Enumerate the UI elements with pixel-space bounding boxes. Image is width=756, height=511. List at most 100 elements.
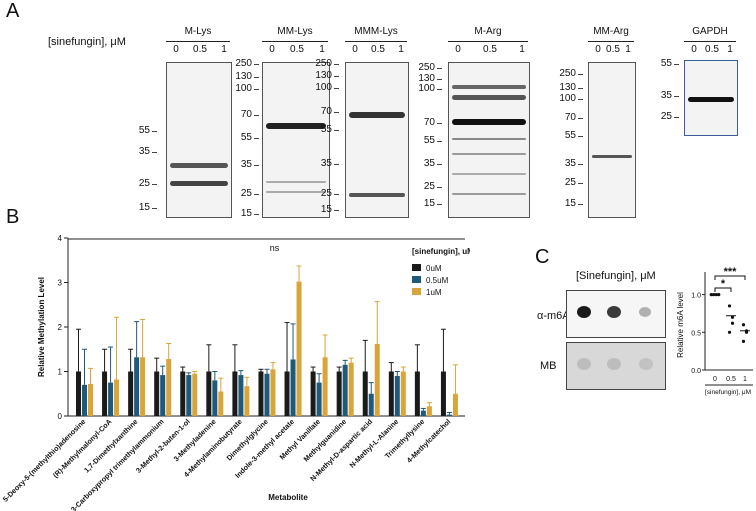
blot-title-underline-mmm-lys (345, 41, 407, 42)
band-m-lys-1 (170, 181, 228, 186)
mw-tick-mm-arg-130 (578, 88, 583, 89)
mw-marker-m-arg-100: 100 (418, 83, 435, 94)
band-mm-lys-1 (266, 181, 326, 183)
mw-marker-mmm-lys-130: 130 (315, 70, 332, 81)
mw-tick-gapdh-55 (674, 64, 679, 65)
c-y-axis-label: Relative m6A level (676, 292, 685, 358)
band-m-arg-4 (452, 153, 526, 155)
band-m-arg-3 (452, 138, 526, 140)
blot-title-mm-arg: MM-Arg (593, 26, 629, 37)
bar-1-1 (108, 382, 114, 416)
dot-mb-lane-0-5 (607, 358, 621, 370)
blot-title-m-lys: M-Lys (184, 26, 212, 37)
legend-title: [sinefungin], uM (412, 247, 470, 256)
bar-1-9 (316, 382, 322, 416)
mw-tick-m-lys-55 (152, 131, 157, 132)
dot-blot-row-label-mb: MB (540, 360, 557, 372)
mw-marker-m-arg-70: 70 (423, 117, 435, 128)
bar-0-10 (336, 371, 342, 416)
band-m-arg-1 (452, 95, 526, 100)
c-point-2-3 (744, 330, 749, 334)
bar-1-11 (368, 393, 374, 416)
dot-mb-lane-0 (577, 358, 591, 370)
bar-1-13 (420, 410, 426, 416)
legend-swatch-1 (412, 276, 421, 283)
mw-marker-mmm-lys-100: 100 (315, 82, 332, 93)
band-mm-arg-0 (592, 155, 632, 158)
mw-tick-m-arg-250 (437, 68, 442, 69)
band-mm-lys-0 (266, 123, 326, 129)
mw-marker-m-arg-250: 250 (418, 62, 435, 73)
mw-marker-mm-lys-100: 100 (235, 83, 252, 94)
mw-marker-mm-lys-15: 15 (240, 208, 252, 219)
mw-marker-m-arg-15: 15 (423, 198, 435, 209)
c-point-1-1 (730, 321, 735, 325)
blot-lane-label-m-arg-0: 0 (455, 44, 461, 55)
blot-image-m-lys (166, 62, 232, 218)
bar-1-14 (446, 414, 452, 416)
panel-c-treatment-label: [Sinefungin], μM (576, 270, 656, 282)
panel-c-letter: C (535, 246, 550, 268)
band-m-arg-2 (452, 119, 526, 125)
mw-tick-mm-lys-15 (254, 214, 259, 215)
c-point-1-3 (730, 315, 735, 319)
x-axis-label: Metabolite (268, 493, 308, 502)
mw-tick-m-arg-100 (437, 89, 442, 90)
legend-label-0: 0uM (426, 264, 442, 273)
mw-tick-m-arg-70 (437, 123, 442, 124)
blot-lane-label-mmm-lys-0: 0 (352, 44, 358, 55)
panel-b-letter: B (6, 206, 20, 228)
mw-marker-mm-lys-25: 25 (240, 188, 252, 199)
significance-ns-label: ns (270, 243, 280, 253)
mw-marker-m-lys-15: 15 (138, 202, 150, 213)
c-sig-bracket-1 (714, 275, 746, 280)
mw-tick-mmm-lys-130 (334, 76, 339, 77)
bar-0-2 (128, 371, 134, 416)
bar-0-13 (414, 371, 420, 416)
mw-tick-gapdh-35 (674, 96, 679, 97)
blot-image-mmm-lys (345, 62, 409, 218)
band-mmm-lys-1 (349, 193, 405, 197)
bar-0-4 (180, 371, 186, 416)
mw-tick-mmm-lys-25 (334, 194, 339, 195)
dot-blot-mb (566, 342, 666, 390)
bar-1-2 (134, 357, 140, 416)
bar-0-3 (154, 371, 160, 416)
mw-tick-gapdh-25 (674, 117, 679, 118)
c-point-2-0 (741, 323, 746, 327)
blot-title-underline-m-lys (166, 41, 230, 42)
mw-tick-mm-arg-70 (578, 118, 583, 119)
bar-2-13 (426, 406, 432, 416)
blot-lane-label-mmm-lys-2: 1 (398, 44, 404, 55)
bar-0-0 (76, 371, 81, 416)
c-point-2-2 (741, 339, 746, 343)
y-tick-label-4: 4 (58, 234, 63, 243)
dot-mb-lane-1 (639, 358, 653, 370)
bar-0-6 (232, 371, 238, 416)
bar-1-7 (264, 373, 270, 416)
mw-tick-mmm-lys-100 (334, 88, 339, 89)
mw-tick-mm-arg-100 (578, 99, 583, 100)
mw-tick-mm-lys-25 (254, 194, 259, 195)
x-category-label-3: 3-Carboxypropyl trimethylammonium (69, 417, 166, 511)
y-tick-label-1: 1 (58, 368, 63, 377)
mw-marker-mm-arg-70: 70 (564, 112, 576, 123)
legend-label-2: 1uM (426, 288, 442, 297)
c-x-axis-label: [sinefungin], μM (705, 389, 751, 396)
mw-marker-m-arg-130: 130 (418, 73, 435, 84)
blot-lane-label-gapdh-0: 0 (691, 44, 697, 55)
dot-m6a-lane-0-5 (607, 306, 621, 318)
mw-tick-mm-arg-250 (578, 74, 583, 75)
mw-marker-mmm-lys-55: 55 (320, 124, 332, 135)
mw-marker-m-arg-55: 55 (423, 135, 435, 146)
mw-marker-mm-lys-35: 35 (240, 159, 252, 170)
dot-blot-row-label-m6a: α-m6A (537, 310, 570, 322)
bar-2-11 (374, 343, 380, 416)
mw-marker-mm-lys-130: 130 (235, 71, 252, 82)
bar-0-7 (258, 371, 264, 416)
bar-2-9 (322, 357, 328, 416)
legend-label-1: 0.5uM (426, 276, 449, 285)
mw-marker-m-lys-55: 55 (138, 125, 150, 136)
mw-tick-mmm-lys-15 (334, 210, 339, 211)
